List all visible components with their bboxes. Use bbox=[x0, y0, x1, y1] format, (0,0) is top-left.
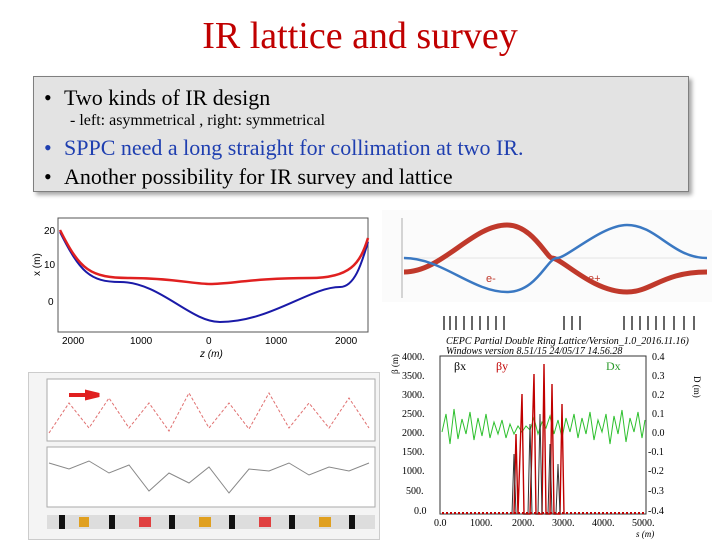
dispersion-curve bbox=[48, 460, 370, 494]
svg-text:0.4: 0.4 bbox=[652, 352, 665, 363]
bullet-dot: • bbox=[44, 85, 52, 110]
survey-ytick-2: 0 bbox=[48, 297, 54, 308]
svg-text:0.0: 0.0 bbox=[652, 428, 665, 439]
svg-text:-0.2: -0.2 bbox=[648, 466, 664, 477]
bullet-dot: • bbox=[44, 164, 52, 189]
lattice-element-strip bbox=[440, 316, 710, 330]
beta-function-plot bbox=[28, 372, 380, 540]
survey-ytick-1: 10 bbox=[44, 260, 56, 271]
survey-xtick-2: 0 bbox=[206, 336, 212, 347]
bullet-1: • Two kinds of IR design bbox=[44, 85, 270, 111]
cepc-lattice-plot: CEPC Partial Double Ring Lattice/Version… bbox=[384, 314, 714, 540]
lattice-ylabel-left: β (m) bbox=[390, 354, 400, 374]
survey-xtick-3: 1000 bbox=[265, 336, 288, 347]
svg-text:3500.: 3500. bbox=[402, 371, 425, 382]
lattice-x-ticks: 0.0 1000. 2000. 3000. 4000. 5000. bbox=[434, 518, 655, 529]
bullet-2-text: SPPC need a long straight for collimatio… bbox=[64, 135, 524, 160]
survey-ytick-0: 20 bbox=[44, 226, 56, 237]
lattice-ylabel-right: D (m) bbox=[692, 376, 702, 398]
beta-x-curve bbox=[48, 391, 370, 434]
lattice-dx-curve bbox=[441, 408, 646, 445]
symmetric-plot: e- e+ bbox=[382, 210, 712, 302]
legend-dx: Dx bbox=[606, 359, 621, 373]
lattice-header-1: CEPC Partial Double Ring Lattice/Version… bbox=[446, 336, 690, 347]
bullet-3-text: Another possibility for IR survey and la… bbox=[64, 164, 453, 189]
svg-text:4000.: 4000. bbox=[402, 352, 425, 363]
electron-label: e- bbox=[486, 273, 496, 285]
svg-text:4000.: 4000. bbox=[592, 518, 615, 529]
survey-sym-curve bbox=[58, 229, 370, 286]
positron-curve bbox=[403, 223, 708, 294]
svg-text:-0.3: -0.3 bbox=[648, 486, 664, 497]
lattice-left-ticks: 4000. 3500. 3000. 2500. 2000. 1500. 1000… bbox=[402, 352, 427, 517]
lattice-xlabel: s (m) bbox=[636, 529, 654, 539]
svg-text:2000.: 2000. bbox=[402, 428, 425, 439]
survey-xtick-1: 1000 bbox=[130, 336, 153, 347]
survey-asym-curve bbox=[59, 231, 369, 324]
lattice-right-ticks: 0.4 0.3 0.2 0.1 0.0 -0.1 -0.2 -0.3 -0.4 bbox=[648, 352, 665, 517]
bullet-2: • SPPC need a long straight for collimati… bbox=[44, 135, 524, 161]
svg-text:0.0: 0.0 bbox=[414, 506, 427, 517]
svg-text:2000.: 2000. bbox=[512, 518, 535, 529]
svg-text:-0.1: -0.1 bbox=[648, 447, 664, 458]
survey-frame bbox=[57, 217, 369, 333]
beta-function-svg bbox=[46, 378, 376, 529]
positron-label: e+ bbox=[588, 273, 601, 285]
svg-text:3000.: 3000. bbox=[402, 390, 425, 401]
beta-upper-frame bbox=[46, 378, 376, 442]
survey-xlabel: z (m) bbox=[199, 349, 223, 360]
svg-text:0.1: 0.1 bbox=[652, 409, 665, 420]
svg-text:2500.: 2500. bbox=[402, 409, 425, 420]
svg-text:-0.4: -0.4 bbox=[648, 506, 664, 517]
svg-text:0.3: 0.3 bbox=[652, 371, 665, 382]
bullet-1-sub: - left: asymmetrical , right: symmetrica… bbox=[70, 112, 326, 129]
svg-text:1500.: 1500. bbox=[402, 447, 425, 458]
svg-text:0.0: 0.0 bbox=[434, 518, 447, 529]
cepc-lattice-svg: CEPC Partial Double Ring Lattice/Version… bbox=[390, 316, 710, 539]
symmetric-plot-svg: e- e+ bbox=[401, 218, 708, 298]
slide-title: IR lattice and survey bbox=[202, 15, 518, 57]
svg-text:1000.: 1000. bbox=[402, 466, 425, 477]
svg-text:5000.: 5000. bbox=[632, 518, 655, 529]
lattice-element-marks bbox=[443, 316, 695, 330]
survey-plot-svg: x (m) 20 10 0 2000 1000 0 1000 2000 z (m… bbox=[32, 217, 370, 360]
svg-text:0.2: 0.2 bbox=[652, 390, 665, 401]
beta-lower-frame bbox=[46, 446, 376, 508]
survey-plot: x (m) 20 10 0 2000 1000 0 1000 2000 z (m… bbox=[20, 212, 372, 360]
arrow-icon bbox=[69, 389, 100, 401]
svg-text:3000.: 3000. bbox=[552, 518, 575, 529]
survey-xtick-4: 2000 bbox=[335, 336, 358, 347]
legend-beta-y: βy bbox=[496, 359, 508, 373]
bullet-dot: • bbox=[44, 135, 52, 160]
lattice-header-2: Windows version 8.51/15 24/05/17 14.56.2… bbox=[446, 346, 622, 357]
svg-text:1000.: 1000. bbox=[470, 518, 493, 529]
bullet-box: • Two kinds of IR design - left: asymmetr… bbox=[33, 76, 689, 192]
bullet-1-text: Two kinds of IR design bbox=[64, 85, 271, 110]
bullet-3: • Another possibility for IR survey and l… bbox=[44, 164, 453, 190]
survey-xtick-0: 2000 bbox=[62, 336, 85, 347]
survey-ylabel: x (m) bbox=[32, 253, 43, 276]
magnet-blocks bbox=[59, 515, 355, 529]
electron-curve bbox=[403, 222, 708, 295]
svg-text:500.: 500. bbox=[406, 486, 424, 497]
legend-beta-x: βx bbox=[454, 359, 466, 373]
